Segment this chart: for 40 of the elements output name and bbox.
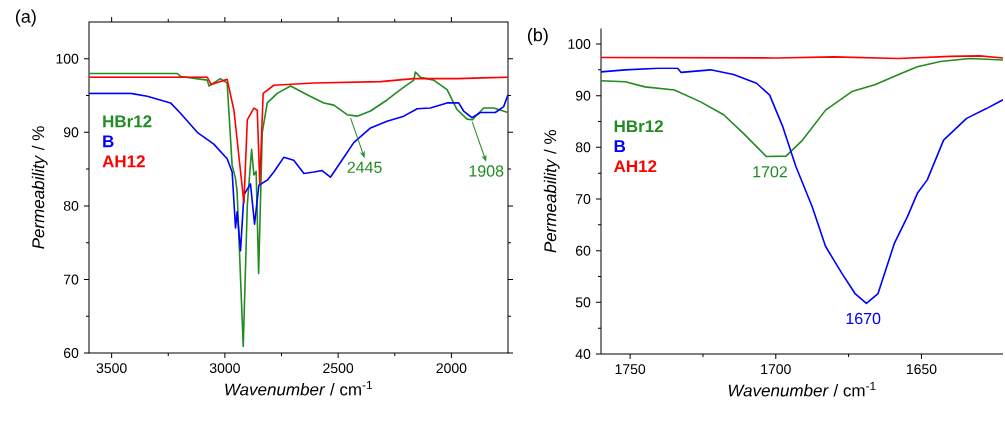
y-axis-title: Permeability / % (31, 126, 48, 249)
y-tick-label: 60 (575, 245, 591, 256)
x-tick-label: 3500 (96, 363, 127, 374)
line-series (601, 57, 1003, 158)
line-series (89, 92, 508, 252)
text: B (614, 140, 626, 152)
y-tick-label: 100 (568, 39, 591, 49)
text: AH12 (102, 155, 145, 168)
x-axis-title: Wavenumber / cm$^{-1}$ (225, 380, 373, 396)
y-tick-label: 80 (63, 200, 79, 211)
y-tick-label: 70 (63, 274, 79, 285)
x-tick-label: 1650 (906, 364, 937, 375)
x-axis-title: Wavenumber / cm$^{-1}$ (728, 381, 876, 397)
y-axis-title: Permeability / % (543, 130, 560, 253)
annotation: 1908 (469, 165, 504, 177)
x-tick-label: 1700 (761, 364, 791, 375)
text: HBr12 (103, 115, 152, 128)
line-series (89, 76, 508, 204)
x-tick-label: 2000 (436, 363, 467, 374)
x-tick-label: 2500 (323, 363, 354, 374)
y-tick-label: 60 (63, 348, 79, 358)
series-label: HBr12 (614, 120, 663, 133)
y-tick-label: 90 (575, 90, 591, 101)
line-series (601, 67, 1003, 305)
annotation: 1670 (846, 312, 881, 325)
x-tick-label: 1750 (615, 364, 646, 375)
text: B (103, 135, 114, 148)
y-tick-label: 100 (56, 53, 79, 64)
y-tick-label: 50 (575, 297, 591, 308)
y-tick-label: 70 (575, 194, 591, 204)
chart-title: (a) (15, 9, 36, 27)
line-series (89, 71, 508, 348)
y-tick-label: 90 (63, 127, 79, 138)
x-tick-label: 3000 (209, 363, 240, 374)
y-tick-label: 80 (575, 142, 591, 153)
chart-title: (b) (527, 28, 548, 45)
y-tick-label: 40 (575, 349, 591, 359)
annotation: 1702 (753, 166, 787, 178)
annotation: 2445 (347, 161, 382, 173)
text: AH12 (613, 160, 657, 173)
